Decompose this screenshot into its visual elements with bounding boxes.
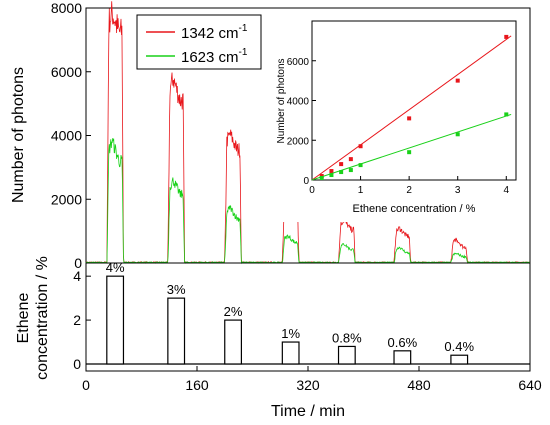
inset-x-axis-label: Ethene concentration / % <box>353 203 476 215</box>
inset-axes: 0 1 2 3 4 0 2000 4000 6000 <box>287 57 510 196</box>
inset-point-red <box>455 78 460 83</box>
inset-fit-line-red <box>311 35 512 181</box>
inset-y-tick-label: 6000 <box>287 57 310 68</box>
x-tick-label: 0 <box>82 377 90 393</box>
bar-value-label: 0.4% <box>444 339 474 354</box>
inset-backdrop <box>263 14 525 222</box>
inset-y-axis-label: Number of photons <box>276 58 287 143</box>
x-tick-label: 320 <box>296 377 320 393</box>
bottom-y-tick-label: 2 <box>73 312 81 328</box>
inset-y-tick-label: 2000 <box>287 136 310 147</box>
concentration-bar <box>450 354 469 365</box>
inset-x-tick-label: 4 <box>504 185 510 196</box>
top-y-tick-label: 8000 <box>51 0 82 16</box>
top-y-tick-label: 0 <box>74 255 82 271</box>
inset-marks <box>311 34 512 181</box>
inset-point-green <box>319 176 324 181</box>
bar-value-label: 2% <box>224 304 243 319</box>
concentration-bar <box>106 275 125 365</box>
x-axis-label: Time / min <box>271 403 345 420</box>
inset-point-red <box>329 169 334 174</box>
bottom-y-axis-label-line1: Ethene <box>15 293 32 344</box>
inset-x-tick-label: 1 <box>358 185 364 196</box>
bottom-y-tick-label: 0 <box>73 356 81 372</box>
bottom-y-axis-label-line2: concentration / % <box>34 256 51 380</box>
bottom-y-tick-label: 4 <box>73 268 81 284</box>
top-y-tick-label: 6000 <box>51 64 82 80</box>
top-y-tick-label: 2000 <box>51 191 82 207</box>
legend-frame <box>136 14 262 70</box>
x-tick-label: 480 <box>407 377 431 393</box>
inset-point-green <box>504 112 509 117</box>
concentration-bar <box>167 297 186 365</box>
inset-point-green <box>455 132 460 137</box>
bar-value-label: 1% <box>281 326 300 341</box>
legend: 1342 cm-1 1623 cm-1 <box>136 14 262 70</box>
top-y-axis-label: Number of photons <box>10 67 27 203</box>
concentration-bar <box>337 345 356 365</box>
inset-x-tick-label: 0 <box>309 185 315 196</box>
inset-point-green <box>329 173 334 178</box>
x-tick-label: 160 <box>185 377 209 393</box>
bar-value-label: 0.8% <box>332 330 362 345</box>
legend-label-red: 1342 cm-1 <box>181 23 248 42</box>
concentration-bar <box>281 341 300 365</box>
inset-x-tick-label: 3 <box>455 185 461 196</box>
bar-value-label: 0.6% <box>388 335 418 350</box>
bar-value-label: 4% <box>106 260 125 275</box>
inset-point-green <box>358 163 363 168</box>
top-y-tick-label: 4000 <box>51 128 82 144</box>
legend-label-green: 1623 cm-1 <box>181 47 248 66</box>
x-tick-label: 640 <box>518 377 542 393</box>
top-y-axis: 0 2000 4000 6000 8000 <box>51 0 91 271</box>
inset-chart: 0 1 2 3 4 0 2000 4000 6000 Number of photons Eth… <box>263 14 525 222</box>
concentration-bar <box>224 319 242 365</box>
inset-point-green <box>339 170 344 175</box>
bottom-bars: 4% 3% 2% 1% 0.8% 0.6% 0.4% <box>86 260 530 365</box>
bar-value-label: 3% <box>167 282 186 297</box>
inset-point-red <box>348 157 353 162</box>
inset-fit-line-green <box>311 113 512 181</box>
inset-y-tick-label: 0 <box>303 176 309 187</box>
inset-y-tick-label: 4000 <box>287 97 310 108</box>
inset-point-red <box>407 116 412 121</box>
inset-point-red <box>358 144 363 149</box>
inset-point-green <box>407 150 412 155</box>
concentration-bar <box>393 350 412 365</box>
inset-point-red <box>339 162 344 167</box>
inset-point-red <box>504 34 509 39</box>
bottom-axes: 0 2 4 0 160 320 480 640 <box>73 268 542 393</box>
inset-point-green <box>348 168 353 173</box>
inset-x-tick-label: 2 <box>406 185 412 196</box>
